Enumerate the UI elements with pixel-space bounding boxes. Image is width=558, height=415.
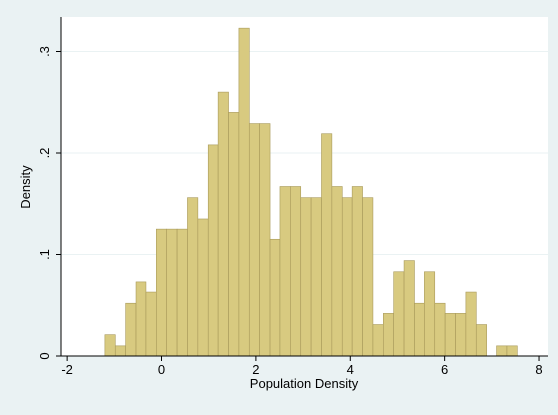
bar [403,260,415,357]
bar [248,123,260,357]
bar [455,313,467,357]
bar [207,144,219,357]
bar [444,313,456,357]
bar [228,112,240,357]
x-tick-label: 0 [158,362,165,377]
bar [279,186,291,357]
x-tick-label: 4 [347,362,354,377]
x-tick-label: -2 [61,362,73,377]
bar [372,324,384,357]
bar [506,345,518,357]
bar [217,91,229,357]
bar [104,334,116,357]
y-tick-label: .1 [37,249,52,260]
bar [321,133,333,357]
bar [434,302,446,357]
y-tick-label: .2 [37,148,52,159]
bar [156,228,168,357]
bar [290,186,302,357]
y-axis-title: Density [18,165,33,209]
bar [424,271,436,357]
bar [197,218,209,357]
bar [135,281,147,357]
bar [393,271,405,357]
y-tick-label: .3 [37,46,52,57]
bar [176,228,188,357]
bar [310,197,322,357]
bar [475,324,487,357]
bar [496,345,508,357]
bar [238,27,250,357]
bar [187,197,199,357]
y-tick-label: 0 [37,352,52,359]
bar [331,186,343,357]
bar [125,302,137,357]
bar [114,345,126,357]
bar [351,186,363,357]
x-axis-title: Population Density [250,376,359,391]
x-tick-label: 6 [441,362,448,377]
bar [341,197,353,357]
bar [300,197,312,357]
bar [465,291,477,357]
bar [145,291,157,357]
bar [383,313,394,357]
bar [269,238,281,357]
x-tick-label: 2 [252,362,259,377]
bar [166,228,178,357]
bar [362,197,374,357]
x-tick-label: 8 [535,362,542,377]
bar [414,302,425,357]
bar [259,123,271,357]
